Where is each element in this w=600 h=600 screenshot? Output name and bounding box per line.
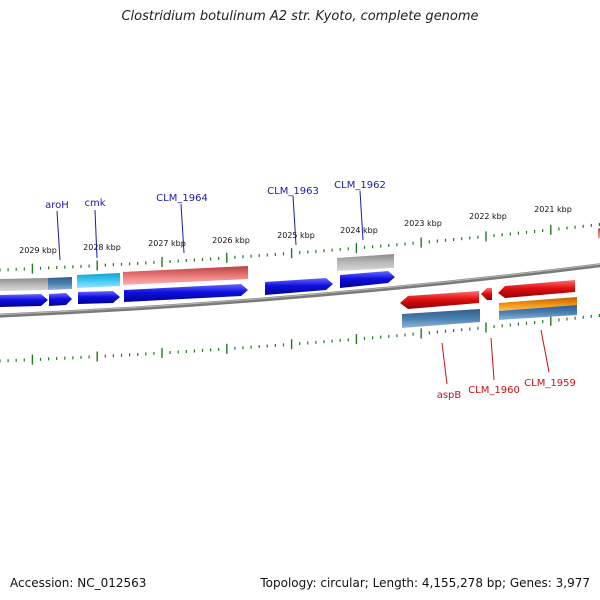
gene-block-grey bbox=[337, 254, 394, 271]
gene-label-forward: aroH bbox=[45, 200, 69, 211]
scale-label: 2026 kbp bbox=[212, 236, 250, 245]
cds-arrow-forward bbox=[0, 294, 48, 307]
label-leader bbox=[490, 337, 495, 381]
scale-label: 2023 kbp bbox=[404, 219, 442, 228]
gene-label-forward: CLM_1963 bbox=[267, 186, 319, 197]
genome-summary: Topology: circular; Length: 4,155,278 bp… bbox=[260, 576, 590, 590]
gene-block-steel bbox=[402, 309, 480, 328]
scale-label: 2025 kbp bbox=[277, 231, 315, 240]
cds-arrow-reverse bbox=[498, 280, 575, 298]
inner-scale-ticks bbox=[0, 314, 600, 365]
reverse-cds-track bbox=[400, 280, 575, 309]
scale-label: 2028 kbp bbox=[83, 243, 121, 252]
label-leader bbox=[359, 190, 364, 241]
scale-label: 2027 kbp bbox=[148, 239, 186, 248]
accession-text: Accession: NC_012563 bbox=[10, 576, 147, 590]
outer-scale-ticks bbox=[0, 223, 600, 274]
cds-arrow-forward bbox=[124, 284, 248, 302]
label-leader bbox=[56, 210, 61, 261]
gene-label-reverse: CLM_1959 bbox=[524, 378, 576, 389]
gene-block-orange bbox=[499, 297, 577, 311]
gene-label-reverse: CLM_1960 bbox=[468, 385, 520, 396]
genome-backbone-highlight bbox=[0, 263, 600, 316]
cds-arrow-reverse bbox=[400, 291, 479, 309]
gene-block-steel bbox=[48, 277, 72, 290]
label-leader bbox=[180, 203, 185, 254]
gene-block-pink bbox=[123, 266, 248, 285]
label-leader bbox=[441, 342, 448, 385]
cds-arrow-forward bbox=[340, 271, 395, 288]
cds-arrow-forward bbox=[49, 293, 72, 306]
label-leader bbox=[94, 209, 98, 259]
gene-label-reverse: aspB bbox=[437, 390, 462, 401]
genome-backbone bbox=[0, 263, 600, 318]
gene-block-grey bbox=[0, 278, 48, 291]
gene-label-forward: CLM_1962 bbox=[334, 180, 386, 191]
scale-label: 2024 kbp bbox=[340, 226, 378, 235]
cds-arrow-forward bbox=[78, 291, 120, 304]
reverse-feature-track bbox=[402, 297, 577, 328]
scale-label: 2022 kbp bbox=[469, 212, 507, 221]
scale-label: 2029 kbp bbox=[19, 246, 57, 255]
forward-feature-track bbox=[0, 254, 394, 291]
gene-block-cyan bbox=[77, 273, 120, 288]
forward-cds-track bbox=[0, 271, 395, 307]
genome-title: Clostridium botulinum A2 str. Kyoto, com… bbox=[121, 9, 479, 24]
label-leader bbox=[540, 329, 550, 373]
scale-label: 2021 kbp bbox=[534, 205, 572, 214]
gene-label-forward: CLM_1964 bbox=[156, 193, 208, 204]
gene-label-forward: cmk bbox=[84, 198, 105, 209]
cds-arrow-forward bbox=[265, 278, 333, 295]
gene-block-steel bbox=[499, 305, 577, 320]
cds-arrow-reverse bbox=[481, 288, 492, 300]
label-leader bbox=[292, 195, 297, 246]
